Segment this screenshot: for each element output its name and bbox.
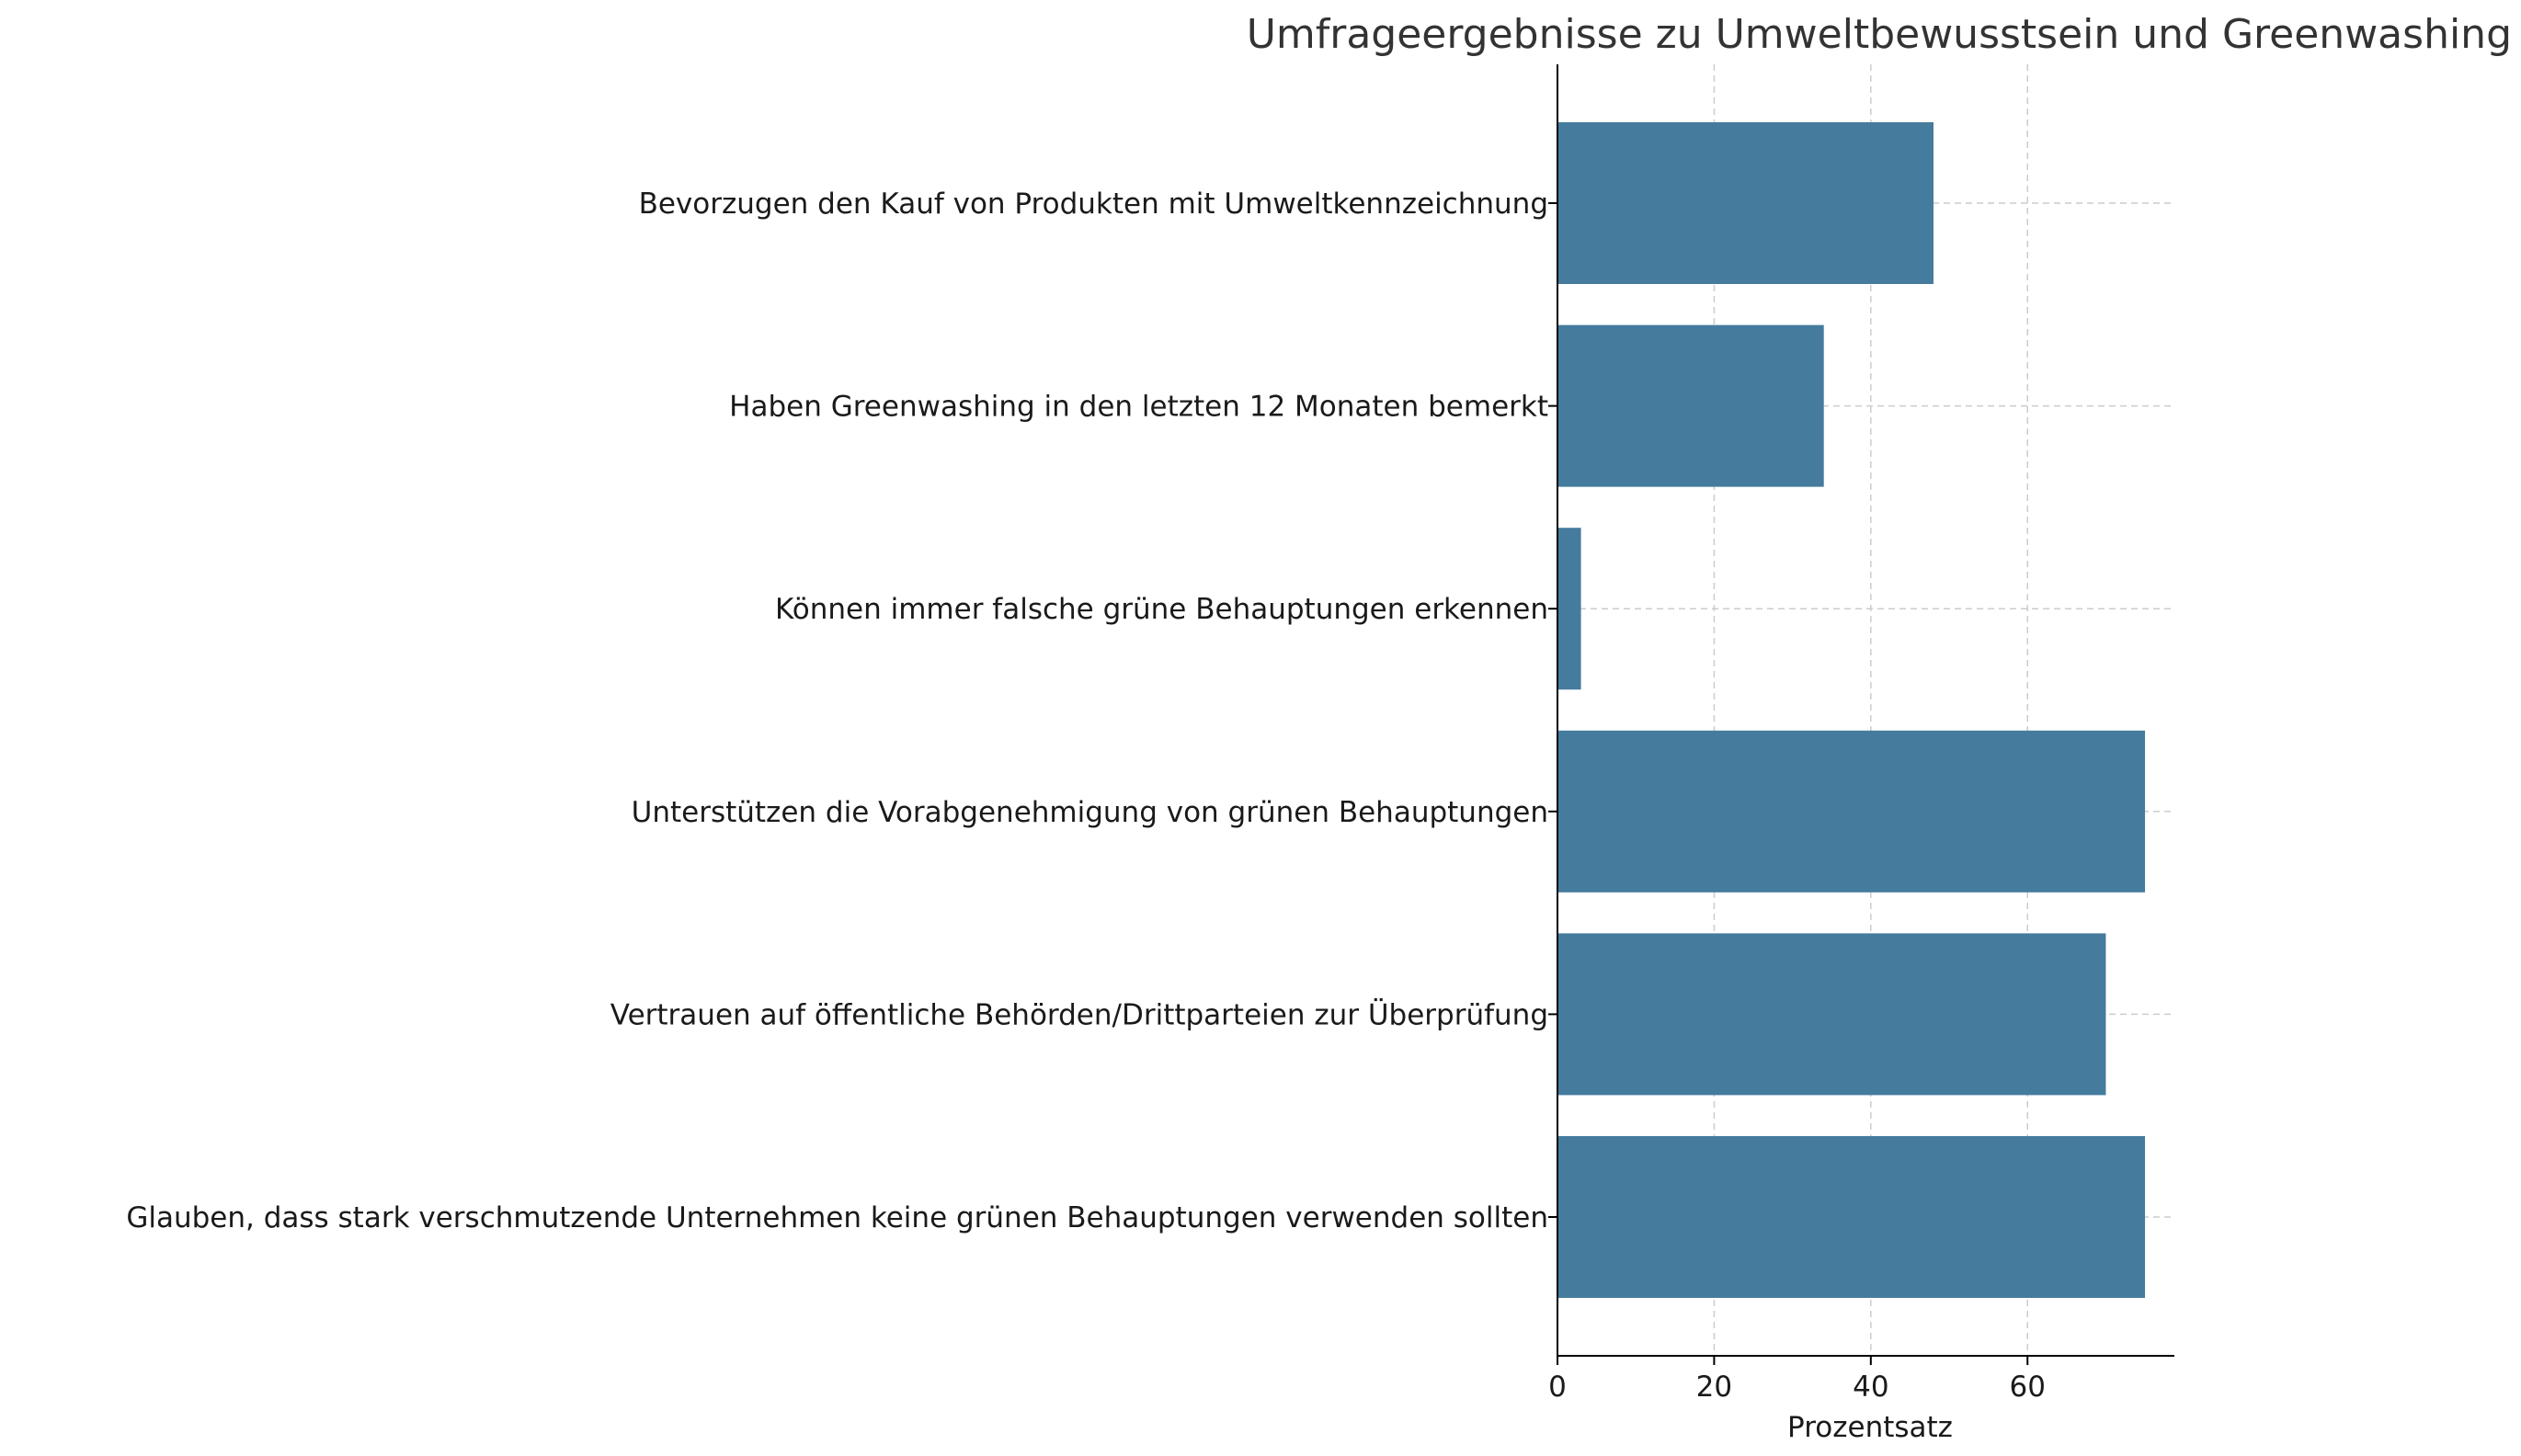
bar: [1557, 933, 2106, 1096]
category-label: Vertrauen auf öffentliche Behörden/Dritt…: [610, 997, 1548, 1031]
bar: [1557, 528, 1581, 690]
category-label: Können immer falsche grüne Behauptungen …: [775, 593, 1548, 626]
bars: [1557, 122, 2146, 1298]
axes: [1548, 64, 2174, 1365]
category-label: Bevorzugen den Kauf von Produkten mit Um…: [639, 188, 1548, 221]
x-tick-label: 0: [1548, 1371, 1567, 1404]
x-tick-label: 20: [1696, 1371, 1732, 1404]
x-axis-label: Prozentsatz: [1787, 1411, 1953, 1444]
labels: 0 20 40 60 Bevorzugen den Kauf von Produkten…: [126, 188, 2046, 1404]
x-tick-label: 40: [1853, 1371, 1888, 1404]
bar: [1557, 324, 1824, 487]
bar: [1557, 122, 1934, 284]
x-tick-label: 60: [2010, 1371, 2046, 1404]
category-label: Unterstützen die Vorabgenehmigung von gr…: [632, 796, 1548, 829]
category-label: Haben Greenwashing in den letzten 12 Mon…: [729, 391, 1548, 424]
bar: [1557, 1136, 2146, 1298]
bar: [1557, 730, 2146, 893]
category-label: Glauben, dass stark verschmutzende Unter…: [126, 1201, 1548, 1234]
chart-title: Umfrageergebnisse zu Umweltbewusstsein u…: [1247, 11, 2512, 58]
